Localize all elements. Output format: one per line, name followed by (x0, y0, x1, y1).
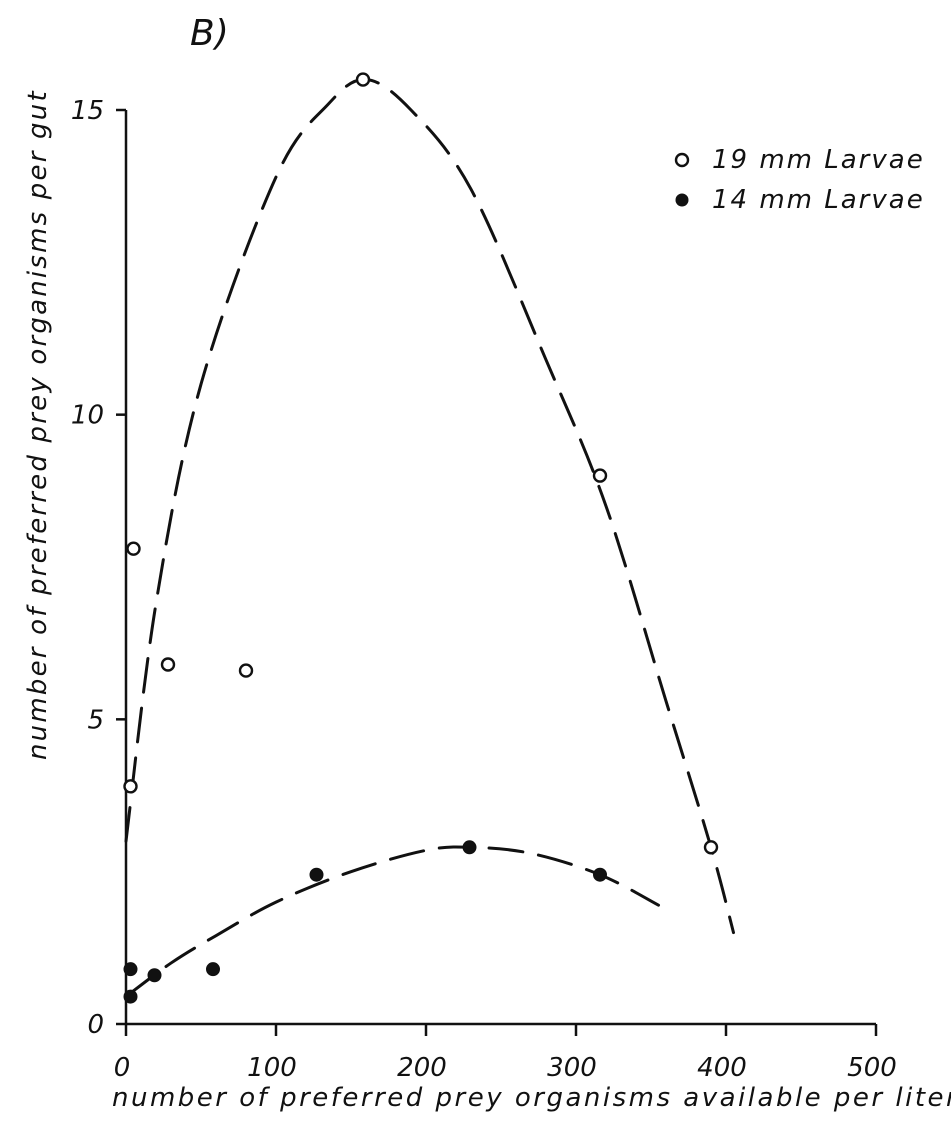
fit-curve-series-0 (124, 78, 735, 935)
y-axis-label: number of preferred prey organisms per g… (23, 89, 53, 760)
point-19mm (123, 779, 138, 794)
point-19mm (703, 840, 719, 855)
legend-item-14mm: 14 mm Larvae (675, 185, 925, 215)
axes (116, 108, 878, 1036)
x-tick-label: 100 (247, 1053, 297, 1083)
legend-marker-open-circle (674, 152, 690, 168)
y-tick-label: 0 (87, 1010, 104, 1040)
point-19mm (592, 468, 608, 483)
legend-marker-filled-circle (675, 193, 689, 207)
x-tick-labels: 0 100 200 300 400 500 (114, 1053, 897, 1083)
y-tick-label: 15 (71, 96, 104, 126)
point-19mm (126, 541, 141, 556)
point-14mm (147, 968, 162, 983)
y-tick-label: 5 (87, 705, 104, 735)
x-tick-label: 400 (697, 1053, 747, 1083)
y-tick-labels: 0 5 10 15 (71, 96, 104, 1040)
legend-label-14mm: 14 mm Larvae (712, 185, 925, 215)
y-tick-label: 10 (71, 401, 104, 431)
x-tick-label: 500 (847, 1053, 897, 1083)
point-14mm (123, 989, 138, 1004)
x-tick-label: 0 (114, 1053, 131, 1083)
legend: 19 mm Larvae 14 mm Larvae (674, 145, 925, 215)
panel-label: B) (190, 13, 229, 54)
fit-curve-series-1 (124, 845, 660, 999)
legend-item-19mm: 19 mm Larvae (674, 145, 925, 175)
point-14mm (123, 962, 138, 977)
legend-label-19mm: 19 mm Larvae (712, 145, 925, 175)
x-tick-label: 200 (397, 1053, 447, 1083)
x-tick-label: 300 (547, 1053, 597, 1083)
point-19mm (160, 657, 176, 672)
point-14mm (462, 840, 477, 855)
point-19mm (238, 663, 254, 678)
point-14mm (206, 962, 220, 977)
point-14mm (593, 867, 607, 882)
data-points (123, 72, 719, 1004)
fit-curves (124, 78, 735, 999)
point-19mm (355, 72, 371, 87)
x-axis-label: number of preferred prey organisms avail… (112, 1083, 951, 1113)
point-14mm (309, 867, 324, 882)
